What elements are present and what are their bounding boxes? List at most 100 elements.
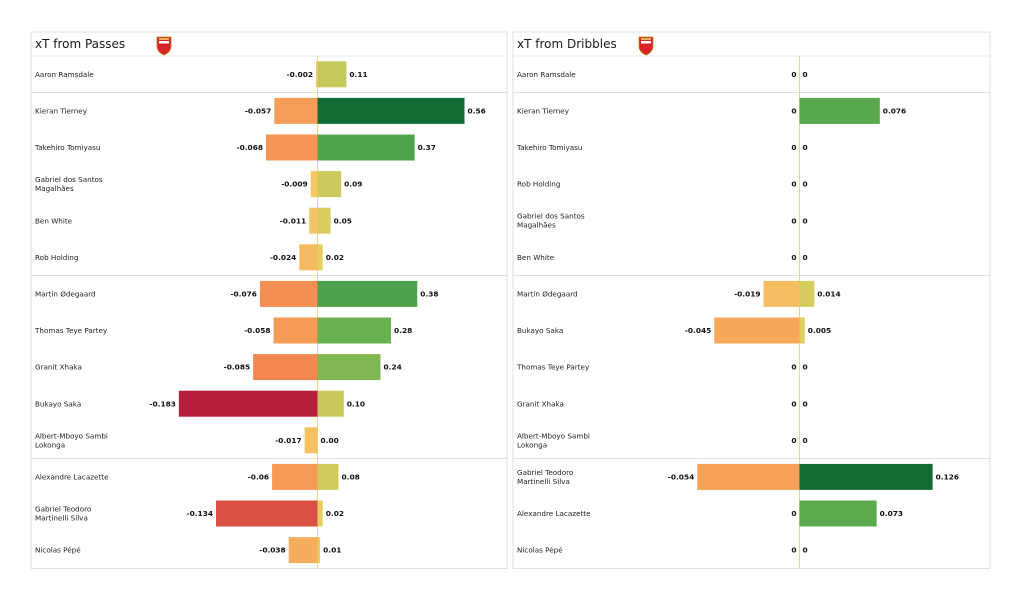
positive-value-label: 0.56 [468,107,486,116]
arsenal-crest-icon [638,36,654,56]
positive-bar [799,500,877,527]
negative-value-label: 0 [791,363,796,372]
player-name: Martin Ødegaard [517,290,578,299]
player-name: Nicolas Pépé [35,546,81,555]
negative-value-label: -0.045 [685,326,711,335]
positive-value-label: 0 [803,399,808,408]
player-row: Granit Xhaka 0 0 [517,399,808,408]
positive-bar [317,61,347,88]
negative-value-label: -0.06 [248,473,269,482]
chart-title: xT from Dribbles [517,37,617,51]
negative-bar [265,134,318,161]
negative-value-label: -0.038 [259,546,285,555]
player-row: Rob Holding -0.024 0.02 [31,244,507,277]
positive-value-label: 0.11 [349,70,367,79]
negative-value-label: 0 [791,509,796,518]
positive-bar [317,207,331,234]
player-name: Aaron Ramsdale [517,70,576,79]
player-row: Takehiro Tomiyasu 0 0 [516,143,808,152]
negative-value-label: 0 [791,216,796,225]
positive-bar [799,317,805,344]
negative-value-label: -0.058 [244,326,270,335]
player-row: Alexandre Lacazette 0 0.073 [517,500,903,527]
player-row: Nicolas Pépé -0.038 0.01 [35,537,341,564]
negative-value-label: -0.076 [230,290,256,299]
negative-value-label: 0 [791,546,796,555]
arsenal-crest-icon [156,36,172,56]
player-row: Kieran Tierney 0 0.076 [517,97,906,124]
positive-bar [317,500,323,527]
negative-value-label: 0 [791,253,796,262]
positive-value-label: 0 [803,363,808,372]
negative-bar [272,463,318,490]
positive-value-label: 0.02 [326,253,344,262]
player-name: Alexandre Lacazette [35,473,109,482]
player-name: Gabriel dos Santos Magalhães [35,175,103,193]
player-row: Aaron Ramsdale -0.002 0.11 [31,61,507,93]
positive-bar [317,97,465,124]
negative-value-label: 0 [791,107,796,116]
positive-bar [317,134,415,161]
player-name: Granit Xhaka [35,363,82,372]
positive-value-label: 0 [803,180,808,189]
positive-value-label: 0.28 [394,326,412,335]
player-name: Ben White [35,216,73,225]
player-row: Gabriel Teodoro Martinelli Silva -0.134 0.0… [35,500,344,527]
positive-bar [317,537,321,564]
negative-value-label: -0.134 [187,509,213,518]
negative-value-label: 0 [791,399,796,408]
player-name: Kieran Tierney [35,107,88,116]
negative-value-label: 0 [791,436,796,445]
negative-bar [259,280,318,307]
player-row: Albert-Mboyo Sambi Lokonga 0 0 [513,431,990,460]
positive-bar [317,354,381,381]
player-row: Martin Ødegaard -0.076 0.38 [35,280,439,307]
player-row: Bukayo Saka -0.183 0.10 [35,390,365,417]
negative-bar [273,317,318,344]
player-name: Martin Ødegaard [35,290,96,299]
negative-bar [178,390,318,417]
negative-value-label: -0.019 [734,290,760,299]
player-row: Granit Xhaka -0.085 0.24 [35,354,402,381]
negative-value-label: -0.009 [281,180,307,189]
positive-value-label: 0.08 [342,473,360,482]
player-row: Albert-Mboyo Sambi Lokonga -0.017 0.00 [31,427,507,460]
positive-bar [317,317,391,344]
player-name: Gabriel Teodoro Martinelli Silva [517,468,573,486]
positive-bar [799,97,880,124]
negative-bar [697,463,800,490]
positive-bar [317,390,344,417]
positive-bar [317,244,323,271]
negative-bar [304,427,318,454]
positive-value-label: 0 [803,546,808,555]
positive-bar [799,463,933,490]
player-row: Thomas Teye Partey 0 0 [516,363,808,372]
positive-value-label: 0.073 [880,509,903,518]
negative-bar [714,317,800,344]
player-row: Martin Ødegaard -0.019 0.014 [517,280,841,307]
player-name: Bukayo Saka [517,326,563,335]
player-name: Aaron Ramsdale [35,70,94,79]
player-name: Kieran Tierney [517,107,570,116]
player-row: Aaron Ramsdale 0 0 [513,70,990,93]
negative-value-label: -0.002 [287,70,313,79]
player-row: Ben White -0.011 0.05 [35,207,352,234]
positive-value-label: 0 [803,436,808,445]
positive-bar [799,280,815,307]
player-name: Albert-Mboyo Sambi Lokonga [35,431,108,449]
positive-value-label: 0.09 [344,180,362,189]
positive-value-label: 0.005 [808,326,831,335]
negative-bar [315,61,318,88]
positive-bar [317,171,342,198]
positive-value-label: 0.014 [817,290,840,299]
player-row: Ben White 0 0 [513,253,990,277]
player-name: Gabriel Teodoro Martinelli Silva [35,505,91,523]
player-row: Rob Holding 0 0 [517,180,808,189]
player-name: Albert-Mboyo Sambi Lokonga [517,431,590,449]
positive-value-label: 0.05 [334,216,352,225]
negative-value-label: -0.085 [224,363,250,372]
negative-value-label: -0.183 [149,399,175,408]
player-name: Thomas Teye Partey [516,363,590,372]
